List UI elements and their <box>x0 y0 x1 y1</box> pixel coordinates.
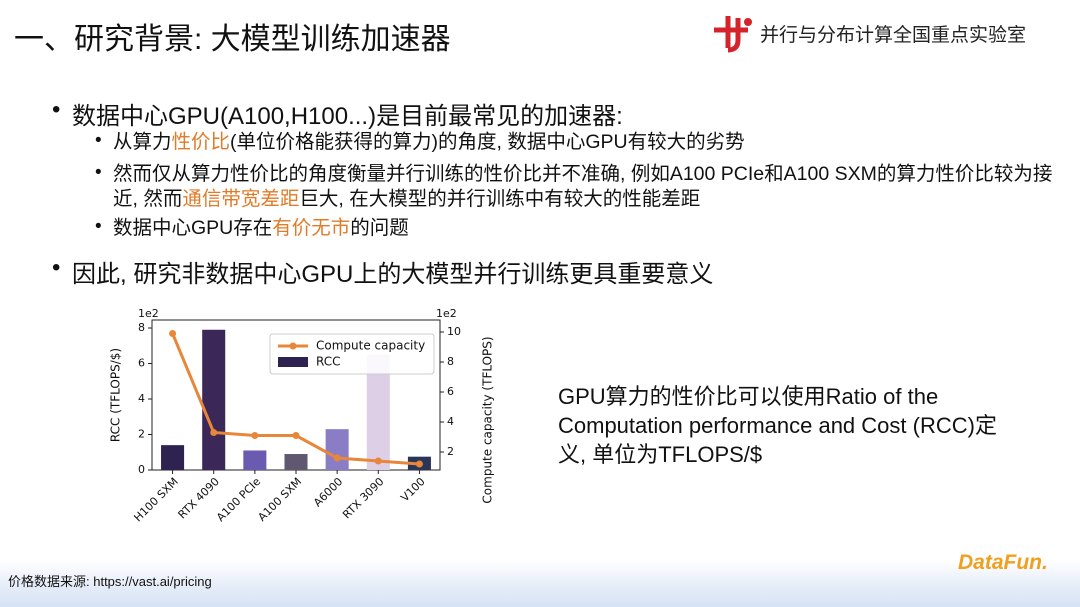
highlight-segment: 性价比 <box>171 131 231 153</box>
x-tick-label: V100 <box>398 475 427 504</box>
y-tick-label: 0 <box>138 463 145 476</box>
line-point <box>333 454 341 462</box>
bullet-dot: • <box>52 254 61 281</box>
highlight-segment: 有价无市 <box>272 217 351 239</box>
text-segment: 从算力 <box>113 131 172 153</box>
bar <box>366 354 390 470</box>
y-offset-label: 1e2 <box>138 307 159 320</box>
slide-title: 一、研究背景: 大模型训练加速器 <box>14 23 451 56</box>
bar <box>325 429 349 470</box>
highlight-segment: 通信带宽差距 <box>182 188 300 210</box>
x-tick-label: A100 PCIe <box>214 475 263 524</box>
line-point <box>374 457 382 465</box>
text-segment: 巨大, 在大模型的并行训练中有较大的性能差距 <box>299 188 701 210</box>
legend-marker <box>289 342 297 350</box>
y2-tick-label: 2 <box>447 445 454 458</box>
text-segment: 数据中心GPU存在 <box>113 217 273 239</box>
sub-bullet-dot: • <box>95 162 102 183</box>
legend-box <box>269 333 435 375</box>
y2-tick-label: 4 <box>447 415 454 428</box>
sub-bullet-dot: • <box>95 216 102 237</box>
x-tick-label: RTX 3090 <box>340 475 386 521</box>
y2-tick-label: 8 <box>447 355 454 368</box>
sub-bullet-dot: • <box>95 130 102 151</box>
brand-logo: DataFun. <box>958 551 1048 574</box>
lab-logo <box>714 16 752 53</box>
bullet-text: 因此, 研究非数据中心GPU上的大模型并行训练更具重要意义 <box>72 261 714 288</box>
y2-axis-label: Compute capacity (TFLOPS) <box>481 336 495 503</box>
x-tick-label: A100 SXM <box>255 475 304 524</box>
text-segment: (单位价格能获得的算力)的角度, 数据中心GPU有较大的劣势 <box>230 131 745 153</box>
text-segment: 的问题 <box>350 217 409 239</box>
y-tick-label: 6 <box>138 356 145 369</box>
bar <box>202 329 226 470</box>
line-point <box>415 460 423 468</box>
legend-swatch <box>278 357 308 367</box>
x-tick-label: H100 SXM <box>131 475 180 524</box>
source-text: 价格数据来源: https://vast.ai/pricing <box>8 574 212 589</box>
bullet-text: 数据中心GPU(A100,H100...)是目前最常见的加速器: <box>72 103 623 130</box>
y-axis-label: RCC (TFLOPS/$) <box>109 348 123 442</box>
bar <box>161 445 185 470</box>
y-tick-label: 4 <box>138 392 145 405</box>
line-point <box>251 432 259 439</box>
legend-label: Compute capacity <box>316 339 425 353</box>
y2-tick-label: 10 <box>447 325 461 338</box>
text-segment: 然而仅从算力性价比的角度衡量并行训练的性价比并不准确, 例如A100 PCIe和… <box>113 163 1053 210</box>
y-tick-label: 8 <box>138 321 145 334</box>
bar <box>284 454 308 470</box>
sub-bullet-text: 从算力性价比(单位价格能获得的算力)的角度, 数据中心GPU有较大的劣势 <box>113 130 1068 155</box>
footer-band <box>0 560 1080 607</box>
line-point <box>210 429 218 436</box>
bullet-dot: • <box>52 96 61 123</box>
y-tick-label: 2 <box>138 427 145 440</box>
x-tick-label: A6000 <box>311 475 345 509</box>
legend-label: RCC <box>316 355 341 369</box>
sub-bullet-text: 然而仅从算力性价比的角度衡量并行训练的性价比并不准确, 例如A100 PCIe和… <box>113 162 1068 212</box>
line-point <box>292 432 300 439</box>
line-point <box>169 330 177 337</box>
sub-bullet-text: 数据中心GPU存在有价无市的问题 <box>113 216 1068 241</box>
bar <box>243 450 267 470</box>
lab-name: 并行与分布计算全国重点实验室 <box>760 25 1027 46</box>
y2-offset-label: 1e2 <box>436 307 457 320</box>
note-text: GPU算力的性价比可以使用Ratio of the Computation pe… <box>558 384 997 467</box>
y2-tick-label: 6 <box>447 385 454 398</box>
